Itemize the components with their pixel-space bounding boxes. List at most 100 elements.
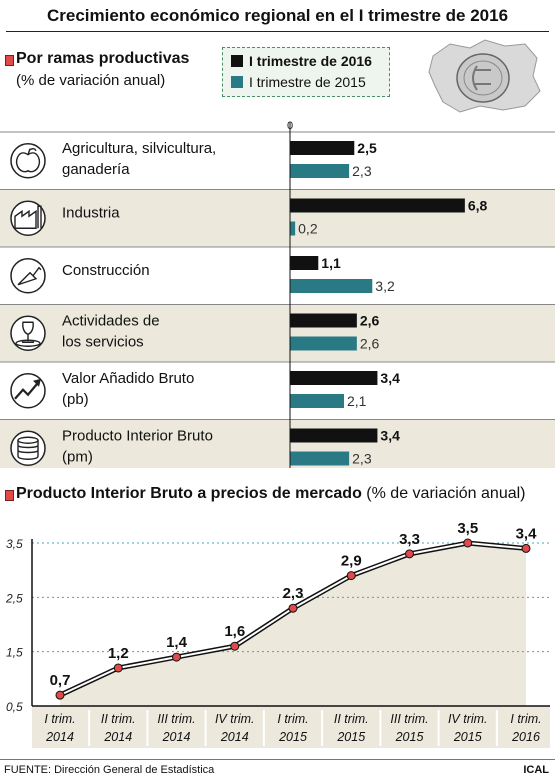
trend-up-icon-shape [14, 382, 39, 400]
chart-title: Crecimiento económico regional en el I t… [46, 6, 509, 25]
category-label: Industria [62, 205, 120, 222]
data-label: 3,4 [516, 525, 538, 542]
data-point [172, 652, 181, 662]
trend-up-icon [10, 373, 46, 409]
region-map-icon [428, 39, 541, 113]
title-divider [6, 31, 549, 32]
data-point [55, 690, 65, 700]
x-tick-label: 2014 [45, 730, 74, 744]
apple-icon-shape [15, 152, 41, 173]
x-tick-label: 2014 [162, 730, 191, 744]
section2-title: Producto Interior Bruto a precios de mer… [16, 485, 526, 502]
coins-icon [10, 430, 46, 466]
category-label: (pm) [62, 449, 93, 466]
value-label-2015: 2,3 [352, 163, 372, 179]
section-bullet-icon [5, 490, 14, 501]
credit-logo: ICAL [523, 764, 549, 776]
bar-2015 [290, 279, 373, 293]
bar-2016 [290, 198, 465, 213]
x-tick-label: 2015 [336, 730, 365, 744]
footer-divider [0, 759, 555, 760]
factory-icon-shape [14, 205, 42, 229]
row-background [0, 304, 555, 362]
category-label: Producto Interior Bruto [62, 428, 213, 445]
section1-subtitle: (% de variación anual) [16, 72, 166, 89]
trowel-icon-frame [10, 258, 46, 294]
x-tick-label: III trim. [390, 712, 428, 726]
category-label: Valor Añadido Bruto [62, 370, 194, 387]
data-point [405, 549, 414, 559]
x-tick-label: IV trim. [215, 712, 255, 726]
line-area [60, 543, 526, 706]
factory-icon [10, 200, 46, 236]
data-label: 0,7 [50, 672, 71, 689]
category-label: (pb) [62, 391, 89, 408]
value-label-2015: 2,3 [352, 451, 372, 467]
section-bullet-icon [5, 55, 14, 66]
value-label-2015: 3,2 [375, 278, 395, 294]
trowel-icon-shape [17, 266, 42, 286]
section1-title: Por ramas productivas [16, 50, 190, 67]
wine-glass-icon-frame [10, 315, 46, 351]
data-point [463, 538, 473, 548]
bar-2015 [290, 164, 350, 178]
x-tick-label: 2016 [511, 730, 540, 744]
wine-glass-icon [10, 315, 46, 351]
section2-subtitle: (% de variación anual) [366, 485, 526, 502]
value-label-2016: 2,5 [357, 140, 377, 156]
legend-swatch-2016 [231, 55, 243, 67]
data-label: 3,5 [457, 520, 478, 537]
data-point [521, 543, 531, 553]
data-point [230, 641, 240, 651]
x-tick-label: IV trim. [448, 712, 488, 726]
bar-2015 [290, 394, 344, 408]
x-tick-label: I trim. [277, 712, 308, 726]
value-label-2016: 1,1 [321, 255, 341, 271]
x-axis-band [32, 706, 550, 748]
legend: I trimestre de 2016 I trimestre de 2015 [222, 47, 390, 97]
legend-label-2016: I trimestre de 2016 [249, 53, 372, 69]
row-background [0, 362, 555, 420]
coins-icon-stack [17, 440, 39, 460]
x-tick-label: 2015 [278, 730, 307, 744]
data-label: 3,3 [399, 531, 420, 548]
bar-2015 [290, 221, 296, 236]
trend-up-icon-arrowhead [33, 378, 41, 387]
apple-icon [10, 143, 46, 179]
bar-2016 [290, 371, 378, 385]
y-tick-label: 3,5 [6, 537, 23, 551]
x-tick-label: I trim. [44, 712, 75, 726]
value-label-2016: 6,8 [468, 198, 488, 214]
x-tick-label: 2015 [453, 730, 482, 744]
value-label-2016: 3,4 [380, 370, 400, 386]
bar-2016 [290, 428, 378, 443]
wine-glass-icon-plate [15, 339, 41, 347]
category-label: Agricultura, silvicultura, [62, 140, 216, 157]
legend-item-2016: I trimestre de 2016 [231, 53, 372, 69]
x-tick-label: II trim. [334, 712, 369, 726]
x-tick-label: III trim. [157, 712, 195, 726]
sector-bar-chart: 0Agricultura, silvicultura,ganadería2,52… [0, 120, 555, 468]
value-label-2015: 0,2 [298, 221, 318, 237]
legend-swatch-2015 [231, 76, 243, 88]
y-tick-label: 1,5 [6, 646, 23, 660]
trowel-icon [10, 258, 46, 294]
value-label-2016: 2,6 [360, 313, 380, 329]
data-point [346, 571, 356, 581]
data-label: 2,3 [283, 585, 304, 602]
x-tick-label: II trim. [101, 712, 136, 726]
data-label: 1,4 [166, 634, 188, 651]
category-label: Actividades de [62, 313, 160, 330]
row-background [0, 132, 555, 190]
row-background [0, 419, 555, 468]
x-tick-label: 2014 [220, 730, 249, 744]
legend-item-2015: I trimestre de 2015 [231, 74, 366, 90]
bar-2015 [290, 451, 350, 466]
data-point [288, 603, 298, 613]
coins-icon-frame [10, 430, 46, 466]
y-tick-label: 0,5 [6, 700, 23, 714]
value-label-2015: 2,6 [360, 336, 380, 352]
apple-icon-stem [27, 147, 37, 155]
trend-up-icon-frame [10, 373, 46, 409]
x-tick-label: 2014 [103, 730, 132, 744]
